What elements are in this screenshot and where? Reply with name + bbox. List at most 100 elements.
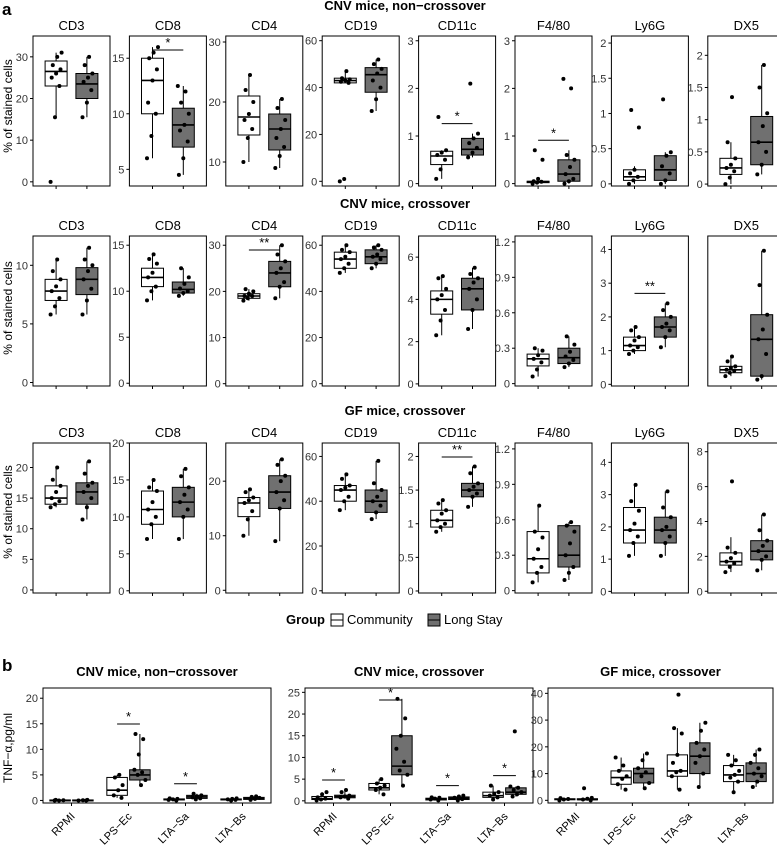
panel-frame — [321, 442, 400, 594]
data-point — [621, 763, 626, 768]
panel-frame — [225, 235, 304, 387]
data-point — [537, 503, 542, 508]
panel-label-a: a — [2, 0, 12, 19]
box-long-stay — [268, 113, 292, 151]
panel-2-f480: F4/80 0 0.3 0.6 0.9 1.2 — [495, 218, 593, 391]
panel-frame — [610, 235, 689, 387]
panel-1-f480: F4/80 0 1 2 3 * — [504, 18, 593, 191]
y-axis-label-b: TNF−α,pg/ml — [1, 713, 15, 783]
data-point — [765, 111, 770, 116]
data-point — [644, 751, 649, 756]
data-point — [438, 525, 443, 530]
data-point — [278, 479, 283, 484]
data-point — [176, 172, 181, 177]
data-point — [510, 794, 515, 799]
data-point — [133, 732, 138, 736]
y-tick-label: 10 — [531, 769, 543, 781]
data-point — [370, 254, 375, 259]
data-point — [378, 785, 383, 790]
data-point — [736, 779, 741, 784]
data-point — [658, 345, 663, 350]
data-point — [460, 797, 465, 802]
data-point — [765, 538, 770, 543]
data-point — [627, 181, 631, 186]
x-tick-label: LPS−Ec — [360, 810, 397, 847]
data-point — [50, 477, 55, 482]
data-point — [198, 796, 203, 801]
data-point — [629, 107, 634, 112]
data-point — [563, 553, 568, 558]
y-tick-label: 20 — [288, 709, 300, 721]
data-point — [563, 354, 568, 359]
data-point — [760, 327, 765, 332]
data-point — [466, 504, 471, 509]
data-point — [467, 141, 472, 146]
y-tick-label: 15 — [112, 240, 124, 252]
data-point — [759, 374, 764, 379]
data-point — [438, 318, 443, 323]
data-point — [347, 793, 352, 798]
panel-2-ly6g: Ly6G 0 1 2 3 4 ** — [600, 218, 689, 391]
data-point — [571, 358, 576, 363]
data-point — [242, 294, 247, 298]
data-point — [635, 174, 640, 179]
data-point — [640, 758, 645, 763]
box-long-stay — [171, 107, 195, 148]
data-point — [282, 145, 287, 149]
data-point — [761, 248, 766, 253]
panel-frame — [321, 235, 400, 387]
panel-frame — [32, 235, 111, 387]
data-point — [57, 84, 62, 88]
data-point — [376, 243, 381, 248]
data-point — [274, 270, 279, 275]
y-tick-label: 15 — [26, 719, 38, 731]
y-tick-label: 1.5 — [591, 73, 606, 85]
box-long-stay — [689, 742, 711, 775]
section-title-3: GF mice, crossover — [345, 403, 466, 418]
data-point — [756, 140, 761, 145]
legend-key-long-stay — [427, 613, 441, 627]
data-point — [251, 289, 256, 294]
data-point — [86, 269, 90, 274]
data-point — [151, 477, 156, 482]
data-point — [397, 768, 402, 773]
data-point — [241, 533, 246, 538]
data-point — [437, 795, 442, 800]
y-tick-label: 30 — [16, 52, 28, 64]
data-point — [347, 250, 352, 255]
y-tick-label: 20 — [531, 742, 543, 754]
data-point — [250, 509, 255, 514]
data-point — [147, 485, 152, 490]
data-point — [470, 150, 475, 155]
data-point — [568, 349, 572, 354]
data-point — [87, 54, 92, 59]
data-point — [379, 66, 384, 71]
data-point — [628, 528, 633, 533]
y-tick-label: 10 — [16, 135, 28, 147]
data-point — [665, 301, 670, 306]
x-tick-label: LTA−Sa — [659, 810, 695, 846]
y-tick-label: 4 — [697, 516, 703, 528]
data-point — [678, 768, 683, 773]
data-point — [80, 517, 85, 522]
data-point — [455, 798, 460, 803]
panel-title: CD3 — [58, 425, 84, 440]
data-point — [87, 245, 92, 250]
data-point — [566, 796, 571, 801]
data-point — [443, 157, 447, 162]
data-point — [183, 89, 188, 94]
data-point — [439, 150, 444, 155]
data-point — [727, 564, 732, 569]
data-point — [117, 772, 122, 777]
data-point — [474, 297, 479, 302]
data-point — [519, 790, 524, 795]
data-point — [175, 84, 180, 88]
data-point — [185, 289, 190, 294]
panel-1-cd3: CD3 0 10 20 30 — [16, 18, 111, 189]
data-point — [568, 164, 572, 169]
data-point — [251, 100, 256, 104]
panel-1-ly6g: Ly6G 0 0.5 1 1.5 2 — [591, 18, 689, 191]
data-point — [315, 795, 320, 800]
data-point — [371, 481, 376, 486]
data-point — [676, 692, 681, 697]
